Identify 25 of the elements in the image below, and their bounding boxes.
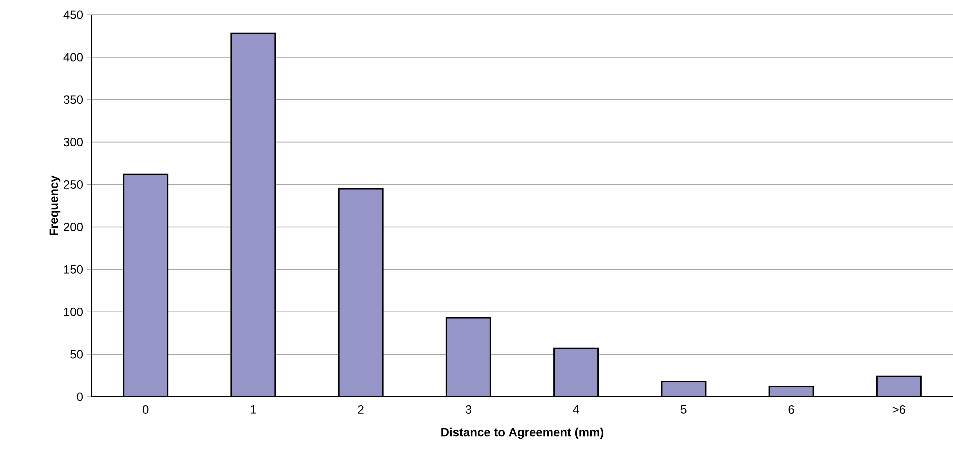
- bar: [554, 348, 600, 397]
- x-tick-label: 2: [358, 406, 364, 414]
- y-tick-label: 400: [64, 53, 84, 62]
- y-tick-label: 350: [64, 96, 84, 104]
- y-tick-label: 0: [77, 392, 84, 402]
- x-tick-label: >6: [892, 406, 906, 414]
- bar: [230, 32, 276, 397]
- y-tick-label: 300: [64, 138, 84, 147]
- x-tick-label: 3: [466, 406, 472, 414]
- x-tick-label: 4: [573, 406, 580, 414]
- y-tick-label: 200: [64, 222, 84, 232]
- x-tick-label: 1: [251, 406, 256, 414]
- y-tick-label: 100: [64, 308, 84, 316]
- y-axis-title: Frequency: [50, 176, 61, 236]
- bar: [338, 188, 384, 397]
- bar: [123, 174, 169, 397]
- x-tick-label: 5: [681, 406, 687, 414]
- y-tick-label: 450: [64, 10, 84, 20]
- x-tick-label: 0: [142, 406, 149, 414]
- y-tick-label: 250: [64, 180, 84, 190]
- bar: [446, 317, 492, 397]
- x-tick-label: 6: [788, 406, 794, 414]
- y-tick-label: 50: [70, 350, 84, 359]
- y-tick-label: 150: [64, 265, 84, 274]
- x-axis-title: Distance to Agreement (mm): [442, 428, 604, 440]
